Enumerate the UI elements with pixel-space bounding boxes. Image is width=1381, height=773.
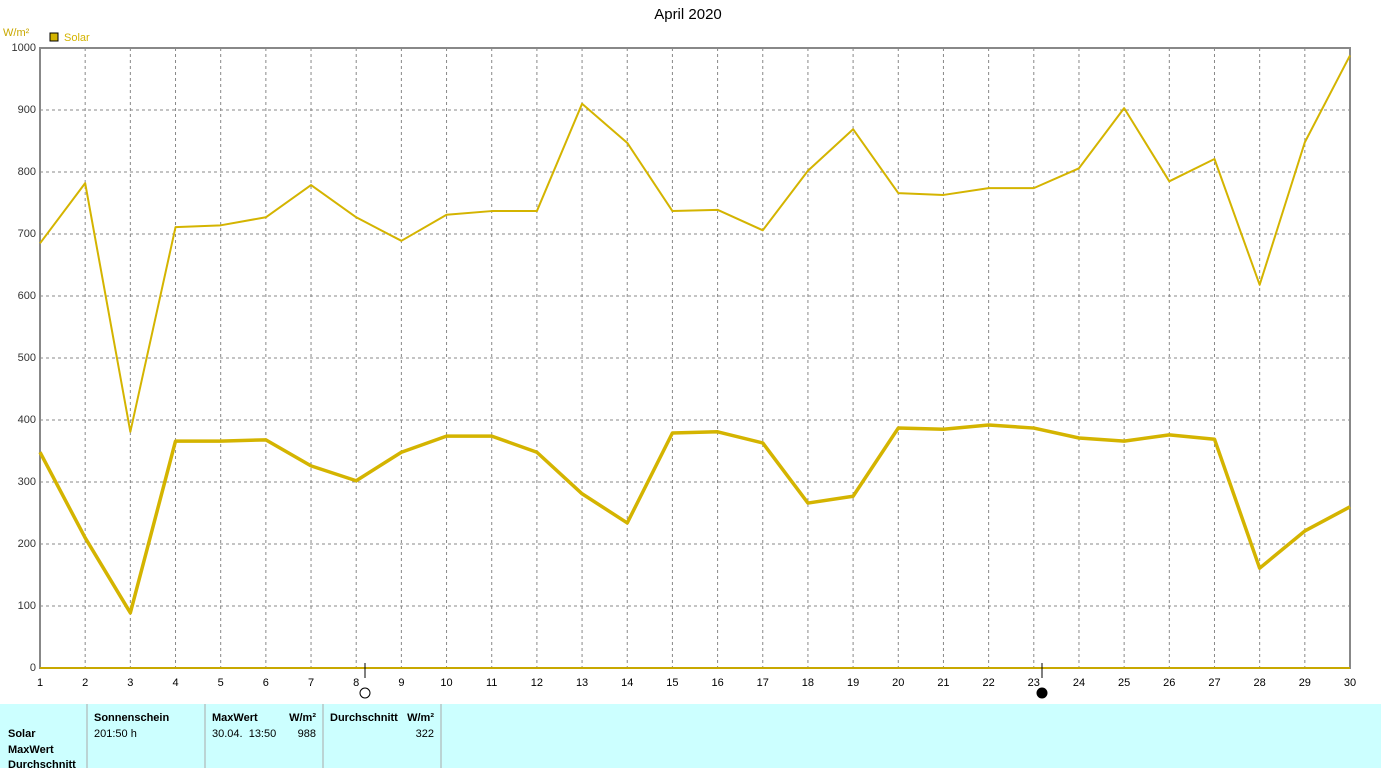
x-tick-label: 26 xyxy=(1163,677,1175,689)
y-tick-label: 0 xyxy=(30,662,36,674)
full-moon-icon xyxy=(359,687,371,699)
series-line xyxy=(39,54,1351,433)
x-tick-label: 17 xyxy=(757,677,769,689)
x-tick-label: 27 xyxy=(1208,677,1220,689)
column-header: MaxWert xyxy=(212,712,258,724)
x-tick-label: 8 xyxy=(353,677,359,689)
x-tick-label: 1 xyxy=(37,677,43,689)
legend-label: Solar xyxy=(64,32,90,44)
x-tick-label: 4 xyxy=(172,677,178,689)
x-tick-label: 19 xyxy=(847,677,859,689)
row-label: Solar xyxy=(8,728,36,740)
column-header: Durchschnitt xyxy=(330,712,398,724)
y-tick-label: 400 xyxy=(18,414,36,426)
x-tick-label: 18 xyxy=(802,677,814,689)
x-tick-label: 22 xyxy=(982,677,994,689)
y-tick-label: 200 xyxy=(18,538,36,550)
x-tick-label: 7 xyxy=(308,677,314,689)
y-tick-label: 700 xyxy=(18,228,36,240)
y-tick-label: 600 xyxy=(18,290,36,302)
y-tick-label: 800 xyxy=(18,166,36,178)
summary-table: Solar MaxWert Durchschnitt Sonnenschein … xyxy=(0,704,1381,771)
x-tick-label: 20 xyxy=(892,677,904,689)
x-tick-label: 15 xyxy=(666,677,678,689)
x-tick-label: 28 xyxy=(1254,677,1266,689)
x-tick-label: 25 xyxy=(1118,677,1130,689)
y-tick-label: 500 xyxy=(18,352,36,364)
x-tick-label: 5 xyxy=(218,677,224,689)
x-tick-label: 2 xyxy=(82,677,88,689)
x-tick-label: 29 xyxy=(1299,677,1311,689)
table-background xyxy=(0,704,1381,768)
x-tick-label: 3 xyxy=(127,677,133,689)
x-tick-label: 13 xyxy=(576,677,588,689)
row-label: MaxWert xyxy=(8,744,54,756)
y-axis-unit: W/m² xyxy=(3,27,30,39)
cell: 201:50 h xyxy=(94,728,137,740)
x-tick-label: 16 xyxy=(711,677,723,689)
new-moon-icon xyxy=(1036,687,1048,699)
row-label: Durchschnitt xyxy=(8,759,76,768)
chart-title: April 2020 xyxy=(654,6,722,23)
column-unit: W/m² xyxy=(289,712,316,724)
y-tick-label: 900 xyxy=(18,104,36,116)
cell: 988 xyxy=(298,728,316,740)
cell: 322 xyxy=(416,728,434,740)
y-tick-label: 1000 xyxy=(12,42,36,54)
legend: Solar xyxy=(49,32,90,44)
legend-swatch xyxy=(49,32,59,42)
x-tick-label: 11 xyxy=(486,677,497,689)
x-tick-label: 10 xyxy=(440,677,452,689)
y-tick-label: 300 xyxy=(18,476,36,488)
y-tick-label: 100 xyxy=(18,600,36,612)
x-tick-label: 24 xyxy=(1073,677,1085,689)
x-tick-label: 21 xyxy=(937,677,949,689)
cell: 30.04. 13:50 xyxy=(212,728,276,740)
column-unit: W/m² xyxy=(407,712,434,724)
x-tick-label: 12 xyxy=(531,677,543,689)
x-tick-label: 30 xyxy=(1344,677,1356,689)
column-header: Sonnenschein xyxy=(94,712,169,724)
series-line xyxy=(38,423,1351,615)
x-tick-label: 14 xyxy=(621,677,633,689)
x-tick-label: 6 xyxy=(263,677,269,689)
x-tick-label: 9 xyxy=(398,677,404,689)
x-tick-label: 23 xyxy=(1028,677,1040,689)
